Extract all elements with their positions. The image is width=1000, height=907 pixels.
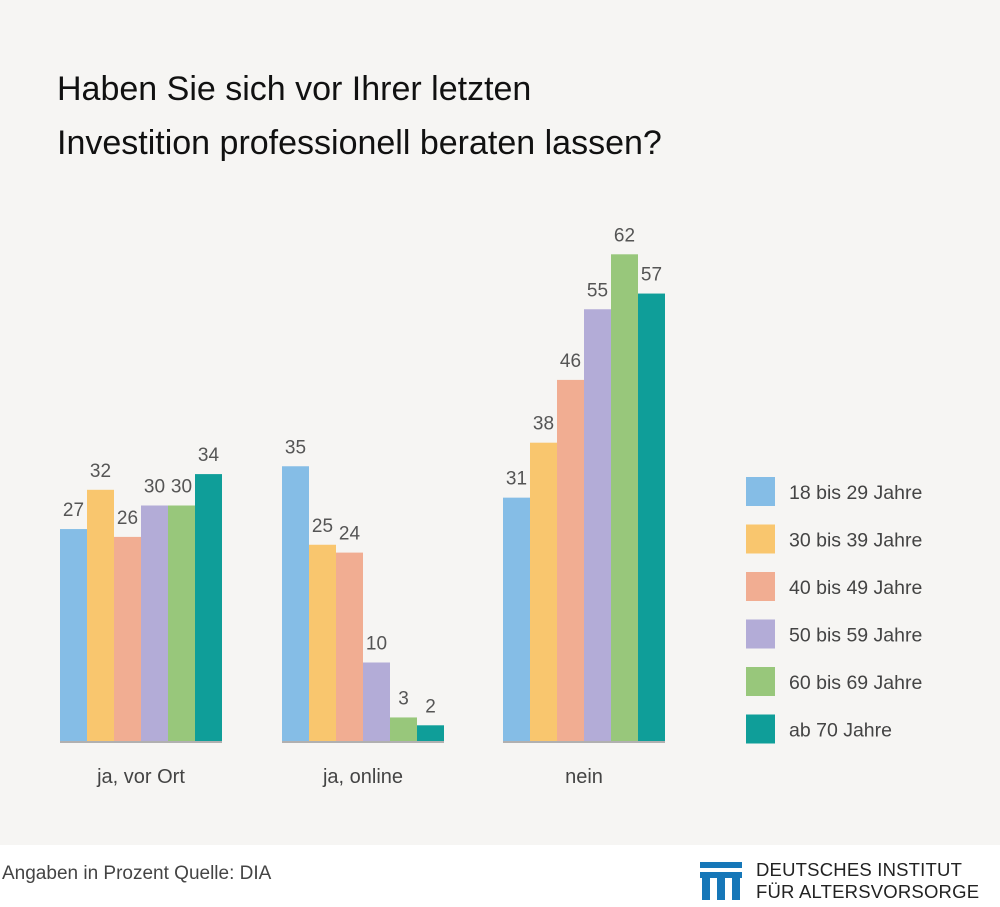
bar <box>282 466 309 741</box>
bar <box>195 474 222 741</box>
bar <box>309 544 336 741</box>
data-label: 34 <box>198 445 220 466</box>
legend-label: 60 bis 69 Jahre <box>789 672 922 694</box>
bar <box>390 717 417 741</box>
category-label: nein <box>565 766 603 788</box>
bar <box>611 254 638 742</box>
bar <box>114 536 141 741</box>
data-label: 26 <box>117 508 138 529</box>
bar <box>60 529 87 741</box>
legend-label: ab 70 Jahre <box>789 720 892 742</box>
data-label: 55 <box>587 280 608 301</box>
bar <box>168 505 195 741</box>
chart-title: Haben Sie sich vor Ihrer letzten Investi… <box>57 62 957 170</box>
institute-logo-icon <box>700 862 742 900</box>
data-label: 27 <box>63 500 84 521</box>
legend-label: 40 bis 49 Jahre <box>789 577 922 599</box>
legend-swatch <box>746 572 775 601</box>
bar <box>584 309 611 741</box>
data-label: 31 <box>506 469 527 490</box>
bar-chart: 27 32 26 30 30 34 ja, vor Ort 35 25 24 10 3 2 ja, onl… <box>60 225 922 788</box>
data-label: 3 <box>398 688 409 709</box>
bar <box>141 505 168 741</box>
bar <box>638 293 665 741</box>
title-line-2: Investition professionell beraten lassen… <box>57 124 662 162</box>
category-label: ja, online <box>322 766 403 788</box>
source-note: Angaben in Prozent Quelle: DIA <box>2 863 272 884</box>
legend-label: 18 bis 29 Jahre <box>789 482 922 504</box>
institute-logo-text: DEUTSCHES INSTITUT FÜR ALTERSVORSORGE <box>756 859 979 903</box>
footer: Angaben in Prozent Quelle: DIA DEUTSCHES… <box>0 845 1000 907</box>
legend-swatch <box>746 714 775 744</box>
bar <box>530 442 557 741</box>
bar <box>336 552 363 741</box>
chart-panel: Haben Sie sich vor Ihrer letzten Investi… <box>0 0 1000 845</box>
data-label: 30 <box>171 477 192 498</box>
data-label: 25 <box>312 516 333 537</box>
legend-swatch <box>746 667 775 696</box>
data-label: 46 <box>560 351 581 372</box>
bar <box>417 725 444 741</box>
data-label: 32 <box>90 461 111 482</box>
data-label: 62 <box>614 225 635 246</box>
data-label: 35 <box>285 437 306 458</box>
legend-label: 30 bis 39 Jahre <box>789 530 922 552</box>
title-line-1: Haben Sie sich vor Ihrer letzten <box>57 70 532 108</box>
bar <box>503 497 530 741</box>
bar <box>87 489 114 741</box>
bar <box>363 662 390 741</box>
bar <box>557 379 584 741</box>
data-label: 38 <box>533 414 554 435</box>
logo-line-1: DEUTSCHES INSTITUT <box>756 859 963 880</box>
data-label: 24 <box>339 524 361 545</box>
legend-swatch <box>746 477 775 506</box>
data-label: 10 <box>366 634 387 655</box>
legend-swatch <box>746 619 775 649</box>
data-label: 30 <box>144 477 165 498</box>
data-label: 2 <box>425 696 436 717</box>
legend-label: 50 bis 59 Jahre <box>789 625 922 647</box>
legend-swatch <box>746 524 775 554</box>
data-label: 57 <box>641 265 662 286</box>
logo-line-2: FÜR ALTERSVORSORGE <box>756 881 980 902</box>
category-label: ja, vor Ort <box>96 766 185 788</box>
